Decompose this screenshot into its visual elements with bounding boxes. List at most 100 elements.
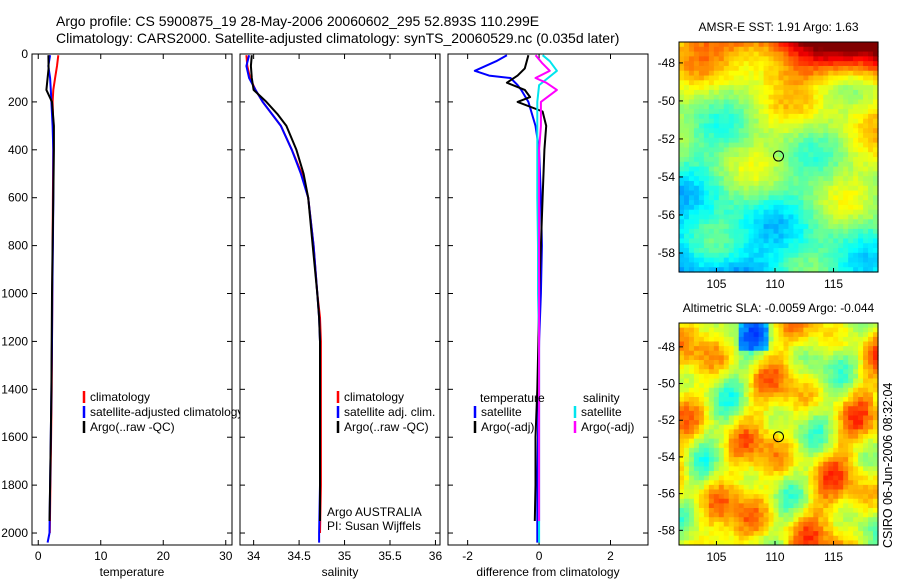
sst_map-cell [803, 252, 809, 259]
sst_map-cell [863, 224, 869, 230]
sst_map-cell [683, 180, 690, 187]
sla_map-cell [843, 341, 849, 347]
sst_map-cell [798, 70, 804, 77]
sla_map-cell [843, 434, 849, 440]
sla_map-cell [748, 341, 755, 347]
sst_map-cell [748, 166, 755, 172]
sst_map-cell [868, 75, 874, 81]
sla_map-cell [788, 332, 795, 338]
sla_map-cell [763, 373, 770, 380]
sst_map-cell [793, 123, 799, 129]
sst_map-cell [788, 137, 795, 144]
sla_map-cell [713, 438, 720, 444]
sst_map-cell [743, 262, 750, 268]
sst_map-cell [688, 85, 695, 91]
sst_map-cell [793, 94, 799, 101]
sst_map-cell [733, 70, 740, 77]
sst_map-cell [703, 118, 710, 125]
sst_map-cell [818, 133, 824, 139]
sst_map-cell [688, 142, 695, 149]
sla_map-cell [738, 517, 745, 523]
sla_map-cell [843, 521, 849, 528]
sst_map-cell [793, 109, 799, 115]
sla_map-cell [778, 350, 785, 356]
sst_map-cell [808, 252, 814, 259]
sst_map-cell [798, 176, 804, 182]
sla_map-cell [733, 461, 740, 467]
sst_map-cell [753, 61, 760, 67]
sst_map-cell [713, 257, 720, 264]
sst_map-cell [793, 133, 799, 139]
sst_map-cell [843, 224, 849, 230]
sst_map-cell [793, 214, 799, 220]
sla_map-cell [858, 364, 864, 370]
sla_map-cell [738, 438, 745, 444]
sla_map-cell [698, 406, 705, 412]
sst_map-cell [733, 152, 740, 158]
sla_map-cell [743, 383, 750, 389]
sst_map-cell [698, 51, 705, 57]
sla_map-cell [698, 369, 705, 375]
sla_map-cell [698, 383, 705, 389]
sst_map-cell [748, 171, 755, 177]
sst_map-cell [848, 161, 854, 168]
sst_map-cell [683, 147, 690, 153]
sst_map-cell [823, 209, 829, 216]
sla_map-cell [713, 383, 720, 389]
sst_map-cell [753, 99, 760, 105]
sst_map-cell [773, 248, 780, 254]
sla_map-cell [803, 457, 809, 463]
sst_map-cell [718, 204, 725, 211]
sla_map-cell [853, 323, 859, 329]
sst_map-cell [718, 113, 725, 120]
sla_map-cell [838, 521, 844, 528]
sla_map-cell [843, 535, 849, 541]
sla_map-cell [773, 415, 780, 421]
sla_map-cell [753, 355, 760, 361]
sst_map-cell [698, 109, 705, 115]
sla_map-cell [868, 443, 874, 449]
sla_map-cell [803, 424, 809, 430]
sla_map-cell [718, 346, 725, 352]
sla_map-cell [773, 540, 780, 546]
sla_map-cell [783, 508, 790, 514]
sla_map-cell [778, 447, 785, 454]
sla_map-cell [788, 406, 795, 412]
sst_map-cell [703, 137, 710, 144]
sst_map-cell [853, 176, 859, 182]
sla_map-cell [833, 323, 839, 329]
sla_map-cell [788, 480, 795, 486]
sla_map-cell [758, 406, 765, 412]
sla_map-cell [753, 461, 760, 467]
sla_map-cell [733, 355, 740, 361]
sst_map-cell [828, 238, 834, 244]
sla_map-cell [713, 517, 720, 523]
sla_map-cell [723, 489, 730, 495]
sst_map-cell [698, 267, 705, 273]
sst_map-cell [858, 42, 864, 48]
sst_map-cell [788, 248, 795, 254]
sla_map-cell [798, 484, 804, 491]
sst_map-cell [803, 200, 809, 206]
sla_map-cell [853, 327, 859, 333]
sst_map-cell [679, 224, 685, 230]
sla_map-cell [733, 401, 740, 407]
sla_map-cell [703, 512, 710, 518]
sst_map-cell [823, 195, 829, 201]
sst_map-cell [708, 219, 715, 225]
sla_map-cell [768, 346, 775, 352]
sla_map-cell [793, 498, 799, 504]
sst_map-cell [783, 75, 790, 81]
sla_map-cell [798, 457, 804, 463]
sla_map-cell [833, 512, 839, 518]
sst_map-cell [868, 228, 874, 235]
sst_map-cell [778, 42, 785, 48]
sla_map-cell [798, 517, 804, 523]
sla_map-cell [708, 360, 715, 366]
sst_map-cell [828, 195, 834, 201]
sla_map-cell [708, 336, 715, 343]
sla_map-cell [798, 332, 804, 338]
sst_map-cell [848, 190, 854, 196]
sst_map-cell [808, 267, 814, 273]
sst_map-cell [808, 224, 814, 230]
